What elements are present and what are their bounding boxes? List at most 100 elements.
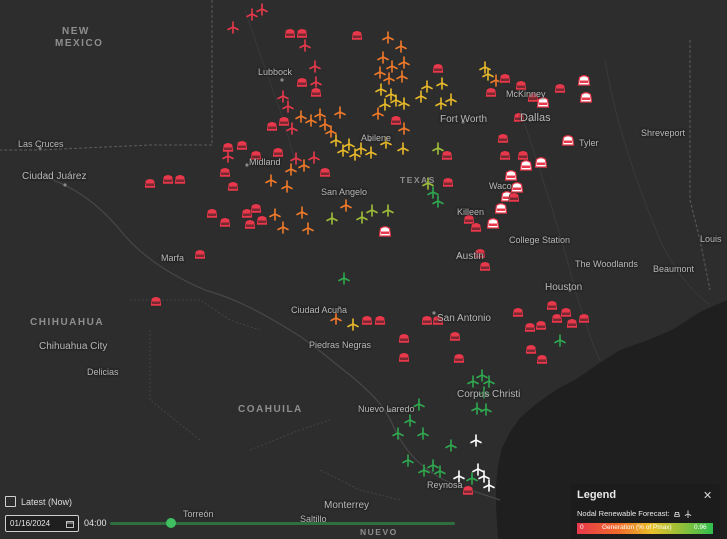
wind-turbine-marker[interactable] [421, 80, 433, 93]
latest-checkbox[interactable] [5, 496, 16, 507]
wind-turbine-marker[interactable] [305, 114, 317, 127]
solar-panel-marker[interactable] [525, 344, 537, 355]
solar-panel-marker[interactable] [560, 307, 572, 318]
wind-turbine-marker[interactable] [310, 76, 322, 89]
wind-turbine-marker[interactable] [222, 150, 234, 163]
solar-panel-marker[interactable] [244, 219, 256, 230]
solar-panel-marker[interactable] [144, 178, 156, 189]
wind-turbine-marker[interactable] [375, 83, 387, 96]
wind-turbine-marker[interactable] [466, 472, 478, 485]
wind-turbine-marker[interactable] [471, 402, 483, 415]
solar-panel-marker[interactable] [463, 214, 475, 225]
wind-turbine-marker[interactable] [314, 108, 326, 121]
time-slider-track[interactable] [110, 522, 455, 525]
wind-turbine-marker[interactable] [467, 375, 479, 388]
wind-turbine-marker[interactable] [309, 60, 321, 73]
solar-panel-marker[interactable] [513, 112, 525, 123]
wind-turbine-marker[interactable] [325, 125, 337, 138]
solar-panel-marker[interactable] [494, 203, 508, 214]
wind-turbine-marker[interactable] [427, 459, 439, 472]
solar-panel-marker[interactable] [554, 83, 566, 94]
wind-turbine-marker[interactable] [281, 180, 293, 193]
solar-panel-marker[interactable] [508, 192, 520, 203]
wind-turbine-marker[interactable] [374, 66, 386, 79]
wind-turbine-marker[interactable] [418, 464, 430, 477]
wind-turbine-marker[interactable] [398, 56, 410, 69]
wind-turbine-marker[interactable] [372, 107, 384, 120]
date-input[interactable]: 01/16/2024 [5, 515, 79, 532]
solar-panel-marker[interactable] [272, 147, 284, 158]
solar-panel-marker[interactable] [479, 261, 491, 272]
wind-turbine-marker[interactable] [476, 369, 488, 382]
wind-turbine-marker[interactable] [285, 163, 297, 176]
close-icon[interactable]: ✕ [703, 490, 713, 502]
wind-turbine-marker[interactable] [397, 142, 409, 155]
solar-panel-marker[interactable] [485, 87, 497, 98]
solar-panel-marker[interactable] [150, 296, 162, 307]
wind-turbine-marker[interactable] [295, 110, 307, 123]
wind-turbine-marker[interactable] [227, 21, 239, 34]
wind-turbine-marker[interactable] [396, 70, 408, 83]
wind-turbine-marker[interactable] [413, 398, 425, 411]
solar-panel-marker[interactable] [578, 313, 590, 324]
solar-panel-marker[interactable] [536, 97, 550, 108]
wind-turbine-marker[interactable] [404, 414, 416, 427]
wind-turbine-marker[interactable] [479, 61, 491, 74]
solar-panel-marker[interactable] [449, 331, 461, 342]
wind-turbine-marker[interactable] [470, 434, 482, 447]
wind-turbine-marker[interactable] [256, 3, 268, 16]
solar-panel-marker[interactable] [515, 80, 527, 91]
solar-panel-marker[interactable] [219, 217, 231, 228]
wind-turbine-marker[interactable] [302, 222, 314, 235]
wind-turbine-marker[interactable] [296, 206, 308, 219]
wind-turbine-marker[interactable] [434, 465, 446, 478]
solar-panel-marker[interactable] [222, 142, 234, 153]
wind-turbine-marker[interactable] [472, 463, 484, 476]
solar-panel-marker[interactable] [296, 28, 308, 39]
wind-turbine-marker[interactable] [382, 31, 394, 44]
solar-panel-marker[interactable] [194, 249, 206, 260]
solar-panel-marker[interactable] [527, 92, 539, 103]
wind-turbine-marker[interactable] [319, 118, 331, 131]
solar-panel-marker[interactable] [278, 116, 290, 127]
wind-turbine-marker[interactable] [269, 208, 281, 221]
solar-panel-marker[interactable] [310, 87, 322, 98]
wind-turbine-marker[interactable] [338, 272, 350, 285]
wind-turbine-marker[interactable] [343, 138, 355, 151]
wind-turbine-marker[interactable] [436, 77, 448, 90]
solar-panel-marker[interactable] [519, 160, 533, 171]
wind-turbine-marker[interactable] [483, 479, 495, 492]
wind-turbine-marker[interactable] [347, 318, 359, 331]
solar-panel-marker[interactable] [266, 121, 278, 132]
solar-panel-marker[interactable] [462, 485, 474, 496]
solar-panel-marker[interactable] [579, 92, 593, 103]
wind-turbine-marker[interactable] [415, 90, 427, 103]
latest-now-toggle[interactable]: Latest (Now) [5, 496, 72, 507]
solar-panel-marker[interactable] [499, 73, 511, 84]
solar-panel-marker[interactable] [361, 315, 373, 326]
solar-panel-marker[interactable] [378, 226, 392, 237]
wind-turbine-marker[interactable] [356, 211, 368, 224]
wind-turbine-marker[interactable] [382, 204, 394, 217]
solar-panel-marker[interactable] [512, 307, 524, 318]
wind-turbine-marker[interactable] [330, 312, 342, 325]
wind-turbine-marker[interactable] [277, 90, 289, 103]
solar-panel-marker[interactable] [536, 354, 548, 365]
solar-panel-marker[interactable] [227, 181, 239, 192]
wind-turbine-marker[interactable] [480, 403, 492, 416]
solar-panel-marker[interactable] [390, 115, 402, 126]
wind-turbine-marker[interactable] [349, 148, 361, 161]
wind-turbine-marker[interactable] [299, 39, 311, 52]
time-slider-thumb[interactable] [166, 518, 176, 528]
solar-panel-marker[interactable] [206, 208, 218, 219]
wind-turbine-marker[interactable] [554, 334, 566, 347]
solar-panel-marker[interactable] [432, 63, 444, 74]
wind-turbine-marker[interactable] [390, 94, 402, 107]
wind-turbine-marker[interactable] [445, 439, 457, 452]
wind-turbine-marker[interactable] [445, 93, 457, 106]
solar-panel-marker[interactable] [535, 320, 547, 331]
wind-turbine-marker[interactable] [277, 221, 289, 234]
solar-panel-marker[interactable] [174, 174, 186, 185]
